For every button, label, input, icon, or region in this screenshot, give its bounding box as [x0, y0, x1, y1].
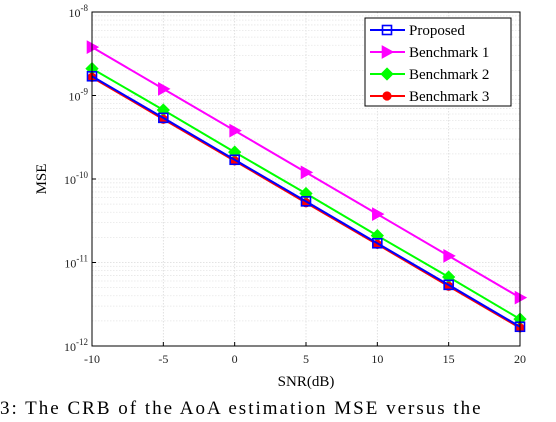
- legend-marker: [381, 24, 393, 36]
- y-tick-label: 10-10: [64, 170, 88, 187]
- legend-label: Benchmark 3: [409, 89, 489, 105]
- legend-label: Benchmark 2: [409, 67, 489, 83]
- data-point: [229, 123, 242, 138]
- legend: Proposed Benchmark 1 Benchmark 2 Benchmark …: [364, 17, 512, 107]
- data-point: [443, 249, 456, 263]
- data-point: [443, 279, 454, 291]
- legend-marker: [382, 91, 392, 101]
- legend-label: Benchmark 1: [409, 45, 489, 61]
- x-tick-label: 10: [371, 352, 383, 366]
- y-axis-label: MSE: [34, 164, 50, 195]
- data-point: [158, 82, 171, 96]
- legend-marker: [381, 45, 395, 59]
- x-tick-label: 0: [232, 352, 238, 366]
- data-point: [372, 207, 385, 221]
- x-tick-label: 5: [303, 352, 309, 366]
- series-layer: [85, 40, 528, 333]
- data-point: [300, 196, 312, 207]
- mse-vs-snr-chart: -10 -5 0 5 10 15 20 10-12 10-11 10-10 10-9 10-8 SN…: [34, 3, 528, 390]
- y-axis-ticks: 10-12 10-11 10-10 10-9 10-8: [64, 3, 96, 354]
- legend-label: Proposed: [409, 23, 465, 39]
- legend-marker: [380, 67, 394, 81]
- y-tick-label: 10-9: [69, 87, 89, 104]
- x-tick-label: 20: [514, 352, 526, 366]
- y-tick-label: 10-12: [64, 337, 88, 354]
- x-tick-label: -10: [84, 352, 100, 366]
- series-proposed: [86, 70, 526, 333]
- figure-caption: 3: The CRB of the AoA estimation MSE ver…: [0, 398, 483, 419]
- x-axis-ticks: -10 -5 0 5 10 15 20: [84, 342, 526, 366]
- legend-box: [364, 17, 512, 107]
- x-axis-label: SNR(dB): [278, 374, 335, 390]
- legend-entry: Benchmark 1: [370, 45, 489, 61]
- legend-entry: Benchmark 3: [370, 89, 489, 105]
- legend-entry: Proposed: [370, 23, 465, 39]
- legend-entry: Benchmark 2: [370, 67, 489, 83]
- data-point: [300, 165, 314, 180]
- x-tick-label: -5: [158, 352, 168, 366]
- x-tick-label: 15: [443, 352, 455, 366]
- data-point: [158, 112, 169, 124]
- y-tick-label: 10-11: [64, 254, 88, 271]
- y-tick-label: 10-8: [69, 3, 89, 20]
- series-line: [91, 75, 521, 328]
- data-point: [372, 237, 383, 249]
- data-point: [229, 154, 240, 166]
